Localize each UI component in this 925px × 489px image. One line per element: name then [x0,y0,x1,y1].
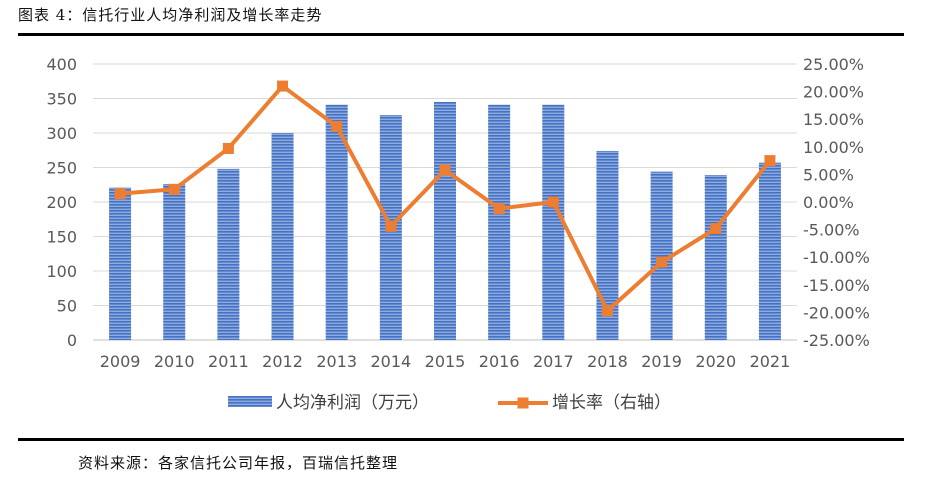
legend-label-line: 增长率（右轴） [552,393,671,413]
line-point [547,196,559,208]
line-point [114,188,126,200]
left-tick-label: 200 [46,193,77,212]
left-tick-label: 300 [46,124,77,143]
right-tick-label: -20.00% [803,303,870,322]
right-tick-label: -25.00% [803,331,870,350]
left-tick-label: 350 [46,90,77,109]
right-axis-ticks: -25.00% -20.00% -15.00% -10.00% -5.00% 0.00% 5… [803,55,870,350]
left-tick-label: 0 [67,331,77,350]
bar [325,104,348,341]
x-tick-label: 2011 [208,352,249,371]
left-tick-label: 400 [46,55,77,74]
line-point [331,120,343,132]
right-tick-label: -15.00% [803,276,870,295]
left-tick-label: 150 [46,228,77,247]
right-tick-label: 25.00% [803,55,864,74]
line-point [601,305,613,317]
x-tick-label: 2017 [533,352,574,371]
left-tick-label: 50 [57,297,77,316]
bar [758,162,781,340]
x-tick-label: 2010 [154,352,195,371]
bar [109,187,132,340]
left-tick-label: 250 [46,159,77,178]
x-tick-label: 2021 [750,352,791,371]
line-point [764,155,776,167]
legend-swatch-marker [517,397,529,409]
bar [488,104,511,341]
legend-swatch-bar [228,396,272,407]
bar [650,171,673,340]
right-tick-label: -10.00% [803,248,870,267]
bar [542,104,565,341]
line-point [439,164,451,176]
bar [271,133,294,340]
right-tick-label: 10.00% [803,138,864,157]
x-tick-label: 2015 [425,352,466,371]
bar [704,175,727,340]
left-axis-ticks: 0 50 100 150 200 250 300 350 400 [46,55,77,350]
right-tick-label: 20.00% [803,83,864,102]
x-tick-label: 2009 [100,352,141,371]
left-tick-label: 100 [46,262,77,281]
x-tick-label: 2013 [316,352,357,371]
right-tick-label: 15.00% [803,110,864,129]
line-point [710,222,722,234]
line-point [277,80,289,92]
right-tick-label: 0.00% [803,193,854,212]
source-note: 资料来源：各家信托公司年报，百瑞信托整理 [78,454,399,472]
bar-series [109,101,781,341]
line-point [656,256,668,268]
bar [217,168,240,340]
line-point [493,203,505,215]
x-tick-label: 2014 [370,352,411,371]
line-point [222,142,234,154]
line-point [168,183,180,195]
x-tick-label: 2018 [587,352,628,371]
x-axis-ticks: 2009 2010 2011 2012 2013 2014 2015 2016 2017 2018… [100,352,791,371]
line-point [385,220,397,232]
bar [163,184,186,340]
top-rule [18,33,904,36]
bar [596,150,619,340]
bar [434,101,456,340]
x-tick-label: 2019 [641,352,682,371]
line-series [114,80,776,317]
figure-title: 图表 4：信托行业人均净利润及增长率走势 [18,6,323,24]
x-tick-label: 2016 [479,352,520,371]
right-tick-label: -5.00% [803,221,860,240]
legend: 人均净利润（万元） 增长率（右轴） [228,393,671,413]
x-tick-label: 2020 [695,352,736,371]
x-tick-label: 2012 [262,352,303,371]
bottom-rule [18,438,904,441]
right-tick-label: 5.00% [803,165,854,184]
legend-label-bar: 人均净利润（万元） [276,393,429,413]
